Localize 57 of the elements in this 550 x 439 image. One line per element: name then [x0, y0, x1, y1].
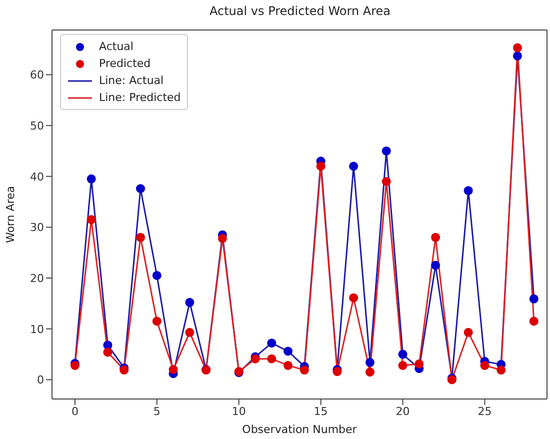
point [267, 338, 276, 348]
legend-label: Predicted [99, 57, 151, 70]
point [168, 365, 178, 374]
point [349, 162, 358, 171]
point [284, 346, 293, 356]
y-tick-label: 10 [30, 322, 44, 336]
y-tick-label: 30 [30, 221, 44, 234]
legend-label: Line: Predicted [99, 91, 181, 104]
point [365, 368, 374, 377]
point [365, 358, 374, 367]
point [398, 360, 408, 370]
point [480, 360, 490, 370]
point [414, 359, 424, 368]
point [218, 234, 227, 243]
x-tick-label: 5 [153, 404, 160, 418]
point [185, 328, 194, 337]
point [86, 174, 96, 184]
x-tick-label: 0 [71, 404, 78, 418]
y-tick-label: 0 [37, 374, 44, 387]
legend-label: Actual [99, 40, 134, 53]
x-tick-label: 15 [314, 404, 328, 418]
point [316, 162, 326, 171]
point [496, 366, 506, 375]
point [431, 260, 440, 270]
point [136, 232, 146, 242]
point [512, 43, 522, 52]
legend-label: Line: Actual [99, 74, 164, 87]
point [398, 350, 408, 359]
x-tick-label: 10 [232, 404, 246, 418]
point [529, 316, 538, 326]
point [349, 293, 358, 302]
y-tick-label: 20 [30, 272, 44, 285]
point [382, 146, 391, 156]
point [464, 186, 473, 196]
point [120, 366, 129, 375]
point [529, 294, 538, 304]
point [103, 348, 112, 357]
point [382, 176, 391, 186]
y-tick-label: 60 [30, 68, 44, 82]
point [284, 360, 293, 370]
point [512, 51, 522, 60]
point [300, 366, 309, 375]
point [464, 328, 473, 337]
x-tick-label: 20 [396, 404, 410, 418]
point [152, 270, 162, 280]
x-axis-title: Observation Number [242, 423, 358, 436]
chart-title: Actual vs Predicted Worn Area [208, 4, 392, 18]
point [431, 232, 440, 242]
point [86, 215, 96, 224]
y-tick-label: 40 [30, 170, 44, 184]
y-axis-title: Worn Area [4, 186, 17, 244]
point [152, 316, 162, 326]
y-tick-label: 50 [30, 119, 44, 132]
point [185, 298, 194, 307]
point [136, 184, 146, 194]
x-tick-label: 25 [478, 404, 492, 418]
point [267, 354, 276, 364]
